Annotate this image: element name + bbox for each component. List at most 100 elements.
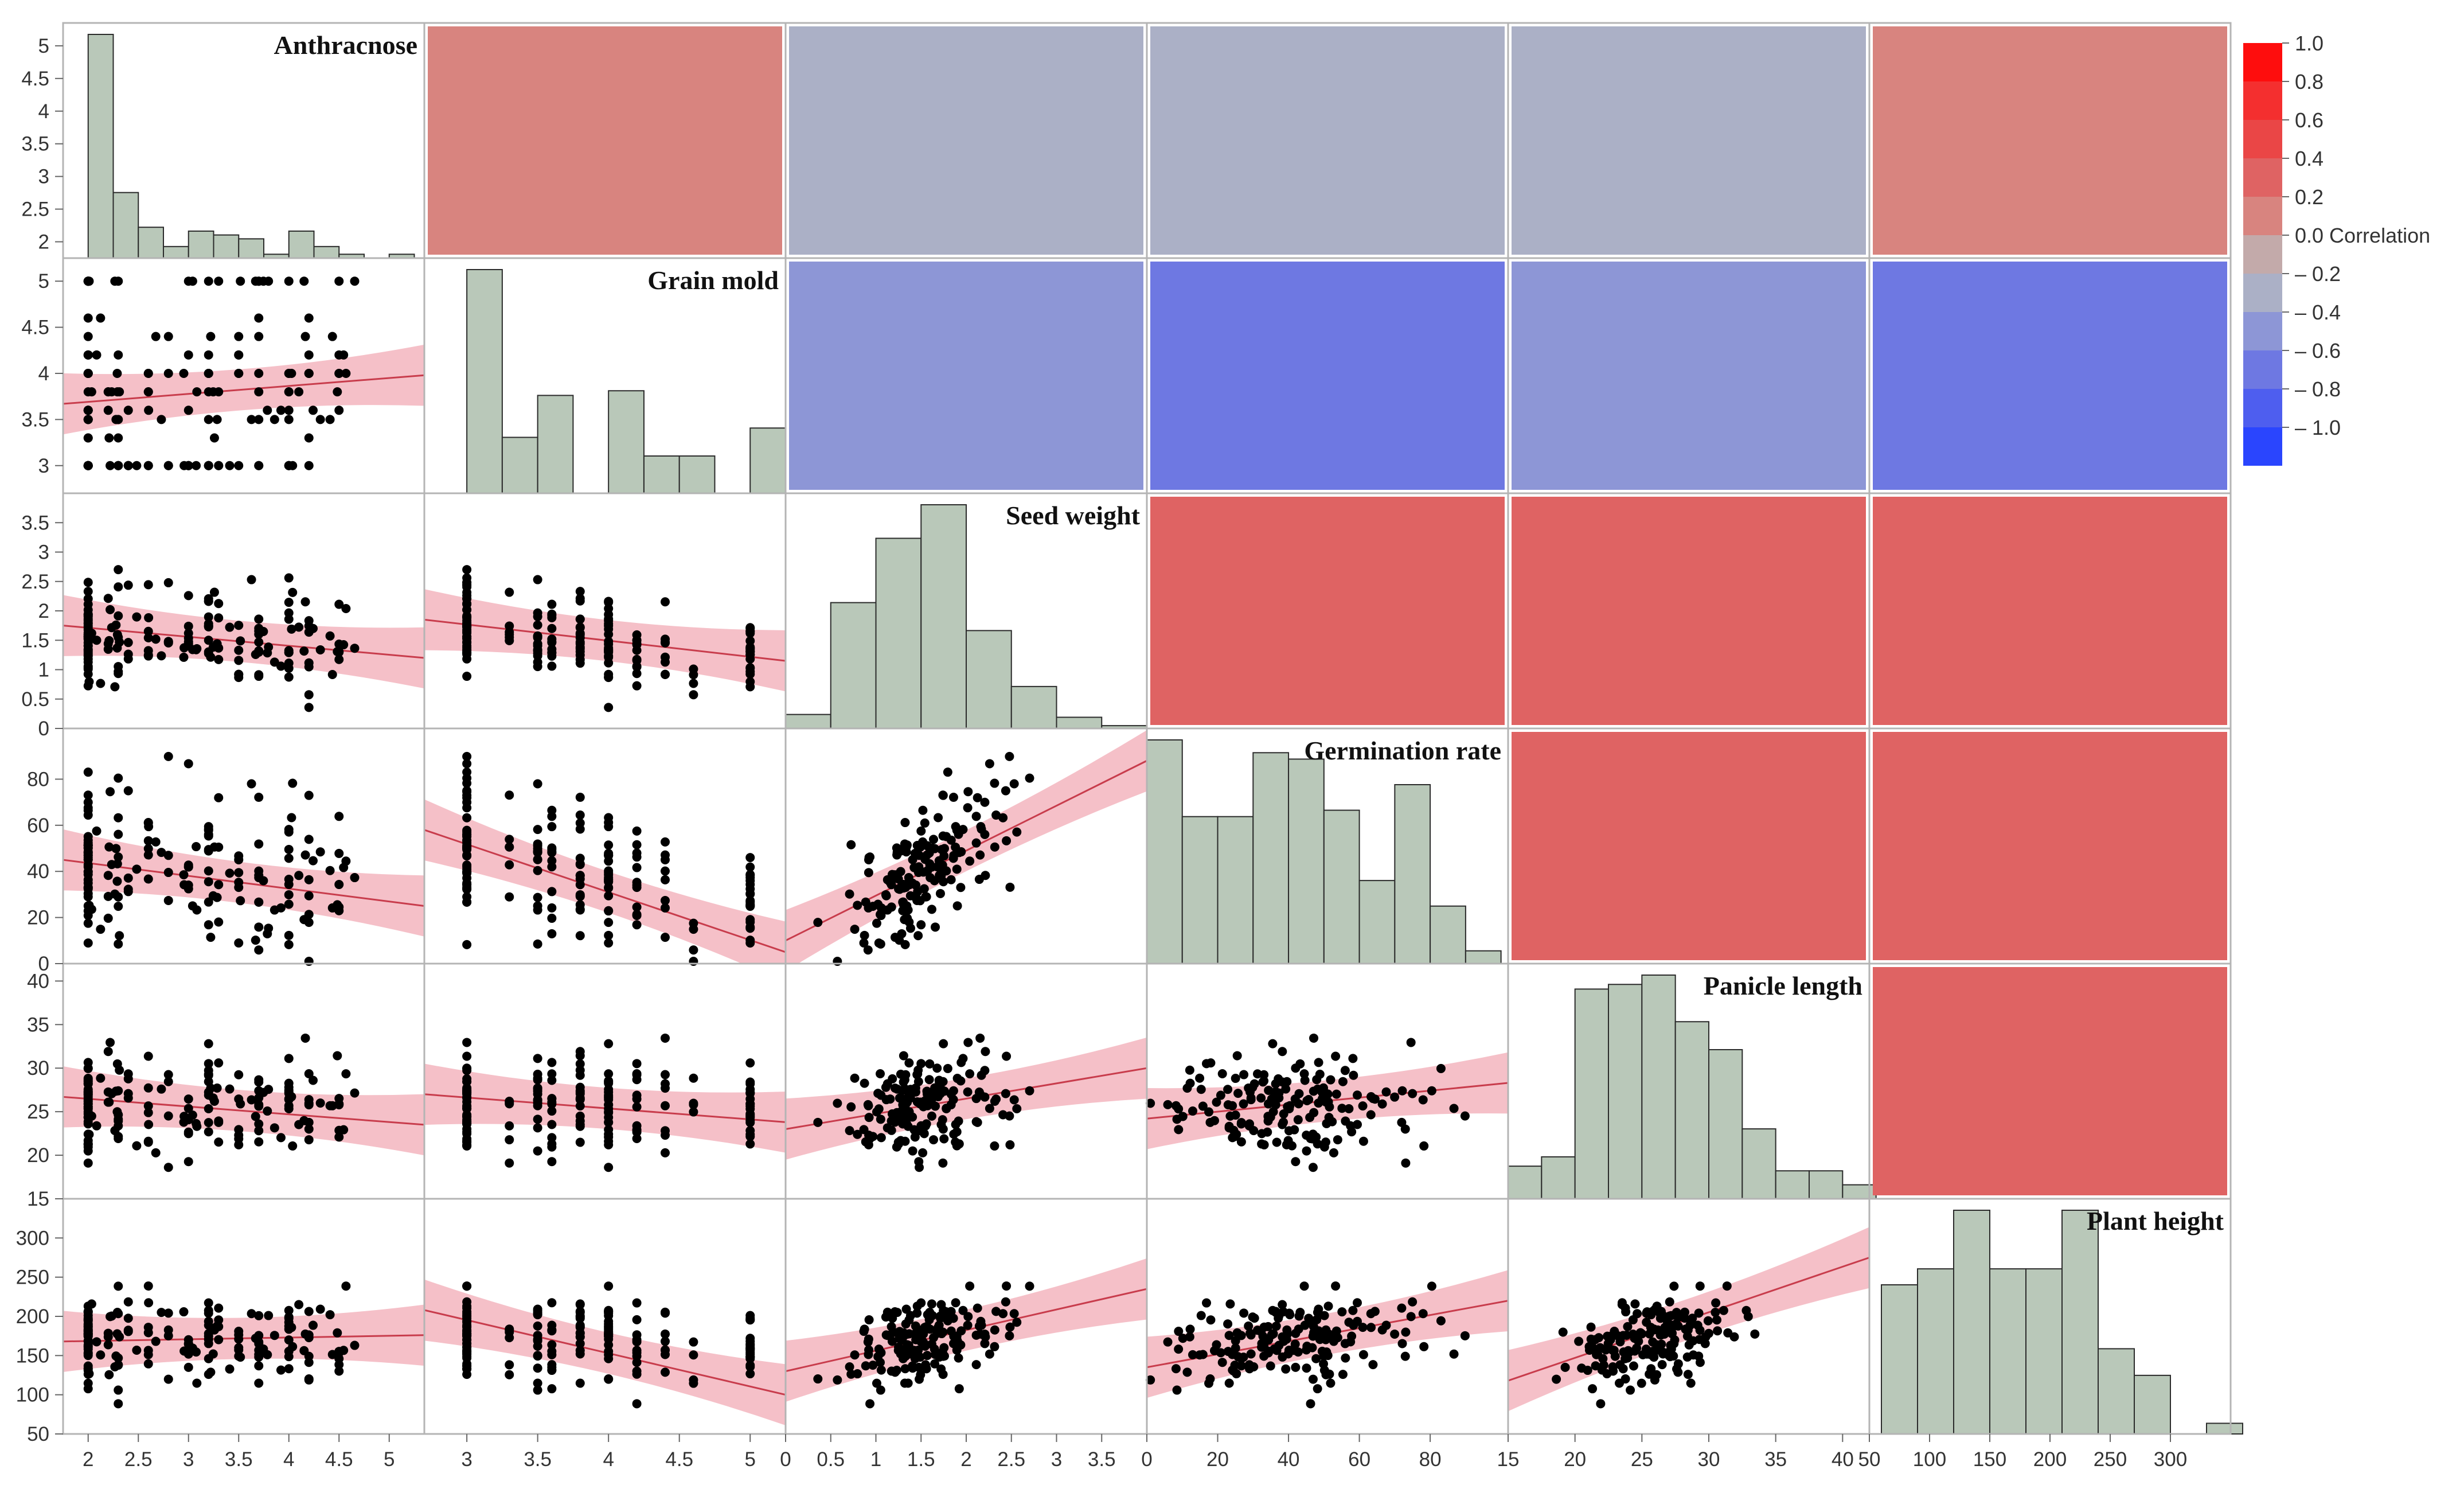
data-point [83, 867, 93, 876]
data-point [83, 1325, 93, 1335]
data-point [1623, 1322, 1633, 1331]
data-point [225, 622, 235, 632]
data-point [1338, 1077, 1348, 1086]
data-point [575, 859, 585, 869]
data-point [1358, 1136, 1368, 1146]
data-point [143, 844, 153, 853]
x-tick-label: 2 [83, 1448, 93, 1471]
histogram-bar [2061, 1210, 2099, 1435]
data-point [234, 1343, 244, 1353]
histogram-bar [1989, 1268, 2026, 1435]
data-point [308, 1320, 318, 1330]
histogram-bar [1056, 716, 1103, 729]
data-point [1323, 1301, 1333, 1311]
data-point [254, 1339, 264, 1348]
correlation-tile [1512, 732, 1866, 960]
x-tick-label: 20 [1564, 1448, 1586, 1471]
data-point [661, 1329, 670, 1339]
data-point [84, 276, 94, 286]
legend-swatch [2243, 197, 2282, 235]
data-point [990, 842, 999, 852]
data-point [462, 1116, 472, 1126]
data-point [689, 1100, 698, 1109]
data-point [1246, 1093, 1256, 1103]
data-point [114, 1385, 123, 1395]
data-point [1239, 1308, 1249, 1318]
data-point [1574, 1336, 1584, 1346]
data-point [1239, 1099, 1248, 1109]
data-point [1182, 1367, 1192, 1377]
data-point [1005, 1331, 1014, 1340]
y-tick-label: 50 [27, 1423, 49, 1445]
data-point [745, 901, 755, 911]
data-point [294, 871, 304, 880]
data-point [547, 1133, 557, 1143]
histogram-bar [1917, 1268, 1954, 1435]
data-point [251, 1112, 260, 1121]
data-point [350, 873, 360, 883]
data-point [575, 810, 585, 820]
data-point [123, 406, 133, 415]
data-point [462, 1311, 472, 1320]
fit-line [786, 759, 1147, 942]
data-point [745, 663, 755, 673]
data-point [1397, 1303, 1407, 1313]
x-tick-label: 100 [1913, 1448, 1946, 1471]
data-point [575, 1059, 585, 1069]
data-point [183, 1094, 193, 1104]
data-point [214, 1116, 224, 1126]
data-point [905, 1085, 915, 1094]
data-point [1313, 1384, 1322, 1394]
data-point [83, 1096, 93, 1105]
data-point [1309, 1033, 1319, 1043]
data-point [1408, 1297, 1418, 1307]
y-tick-label: 4 [38, 100, 49, 123]
data-point [462, 860, 472, 870]
data-point [308, 856, 318, 866]
data-point [938, 1158, 948, 1168]
data-point [925, 1059, 935, 1069]
data-point [214, 1303, 224, 1313]
fit-line [63, 1334, 424, 1343]
y-tick-label: 150 [16, 1344, 49, 1367]
data-point [1340, 1066, 1350, 1075]
data-point [874, 1344, 884, 1354]
data-point [315, 1304, 325, 1314]
data-point [1560, 1362, 1570, 1372]
data-point [284, 875, 294, 884]
data-point [254, 922, 264, 932]
data-point [276, 1133, 286, 1143]
legend-label: 0.6 [2295, 108, 2324, 132]
data-point [204, 1066, 213, 1075]
data-point [1641, 1344, 1651, 1354]
data-point [745, 938, 755, 948]
data-point [845, 1362, 854, 1372]
x-tick-label: 35 [1764, 1448, 1787, 1471]
data-point [83, 610, 93, 620]
data-point [106, 461, 115, 470]
data-point [83, 651, 93, 661]
legend-swatch [2243, 427, 2282, 466]
data-point [304, 627, 314, 637]
data-point [575, 880, 585, 890]
x-axis: 2 2.5 3 3.5 4 4.5 5 3 3.5 4 4.5 5 0 0.5 1 1.5 2 2.5 3 3.5 0 2… [83, 1434, 2187, 1471]
data-point [938, 1077, 948, 1086]
data-point [254, 368, 264, 378]
data-point [1002, 1281, 1012, 1291]
data-point [341, 1069, 351, 1079]
data-point [632, 902, 642, 912]
data-point [1248, 1312, 1258, 1322]
data-point [533, 779, 542, 789]
data-point [1281, 1364, 1291, 1374]
data-point [1188, 1350, 1197, 1359]
data-point [745, 853, 755, 863]
data-point [308, 1075, 318, 1085]
data-point [604, 1281, 614, 1291]
legend-swatch [2243, 235, 2282, 274]
data-point [151, 332, 161, 341]
data-point [1236, 1137, 1246, 1147]
data-point [922, 1351, 932, 1361]
correlation-tile [1873, 967, 2227, 1195]
data-point [83, 1311, 93, 1320]
y-tick-label: 2.5 [21, 571, 49, 593]
